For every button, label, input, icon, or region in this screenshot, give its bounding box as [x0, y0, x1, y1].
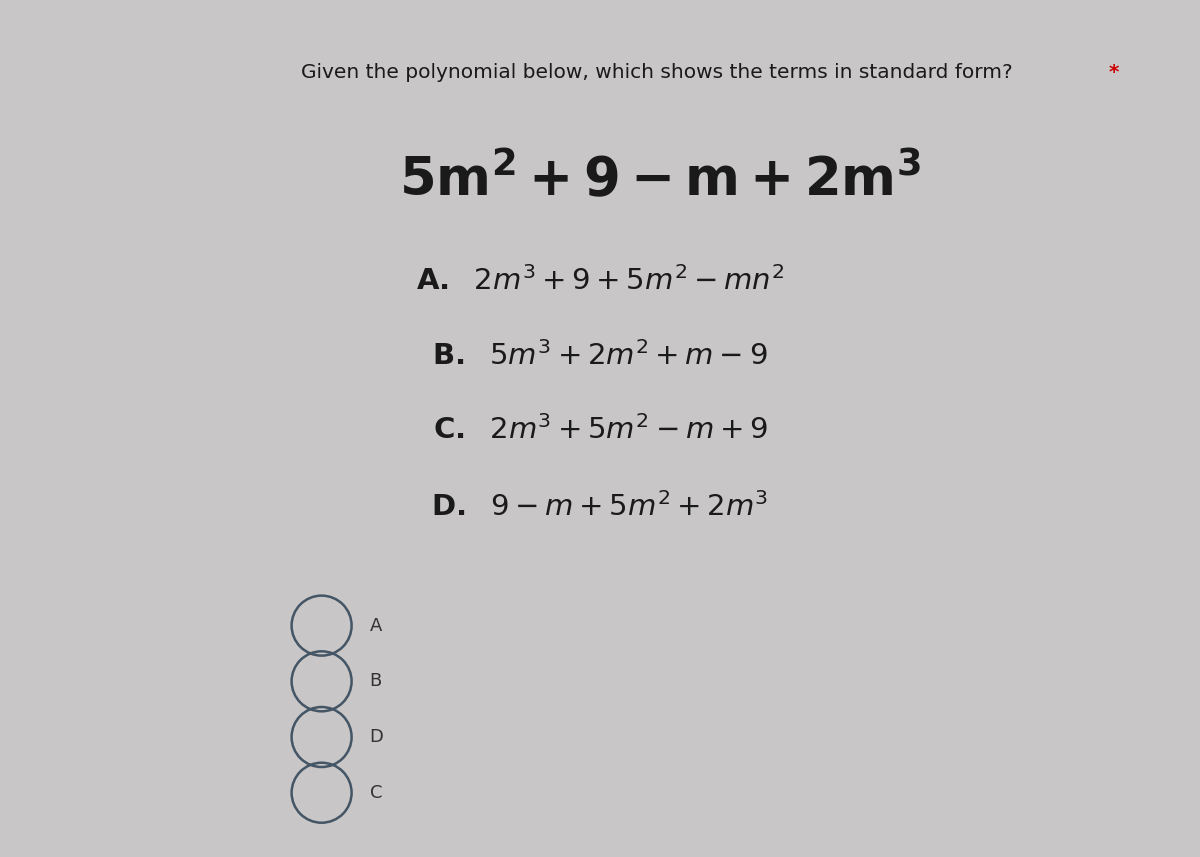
- Text: C: C: [370, 783, 382, 802]
- Text: $\bf{B.}$  $5m^3 + 2m^2 + m - 9$: $\bf{B.}$ $5m^3 + 2m^2 + m - 9$: [432, 341, 768, 370]
- Text: A: A: [370, 616, 382, 635]
- Text: *: *: [1109, 63, 1118, 82]
- FancyBboxPatch shape: [0, 0, 228, 857]
- Text: $\bf{D.}$  $9 - m + 5m^2 + 2m^3$: $\bf{D.}$ $9 - m + 5m^2 + 2m^3$: [432, 493, 768, 522]
- Text: $\bf{5m^2 + 9 - m + 2m^3}$: $\bf{5m^2 + 9 - m + 2m^3}$: [398, 153, 922, 207]
- Text: $\bf{A.}$  $2m^3 + 9 + 5m^2 - mn^2$: $\bf{A.}$ $2m^3 + 9 + 5m^2 - mn^2$: [415, 267, 785, 296]
- Text: B: B: [370, 672, 382, 691]
- Text: Given the polynomial below, which shows the terms in standard form?: Given the polynomial below, which shows …: [301, 63, 1019, 82]
- Text: D: D: [370, 728, 384, 746]
- Text: $\bf{C.}$  $2m^3 + 5m^2 - m + 9$: $\bf{C.}$ $2m^3 + 5m^2 - m + 9$: [433, 416, 767, 445]
